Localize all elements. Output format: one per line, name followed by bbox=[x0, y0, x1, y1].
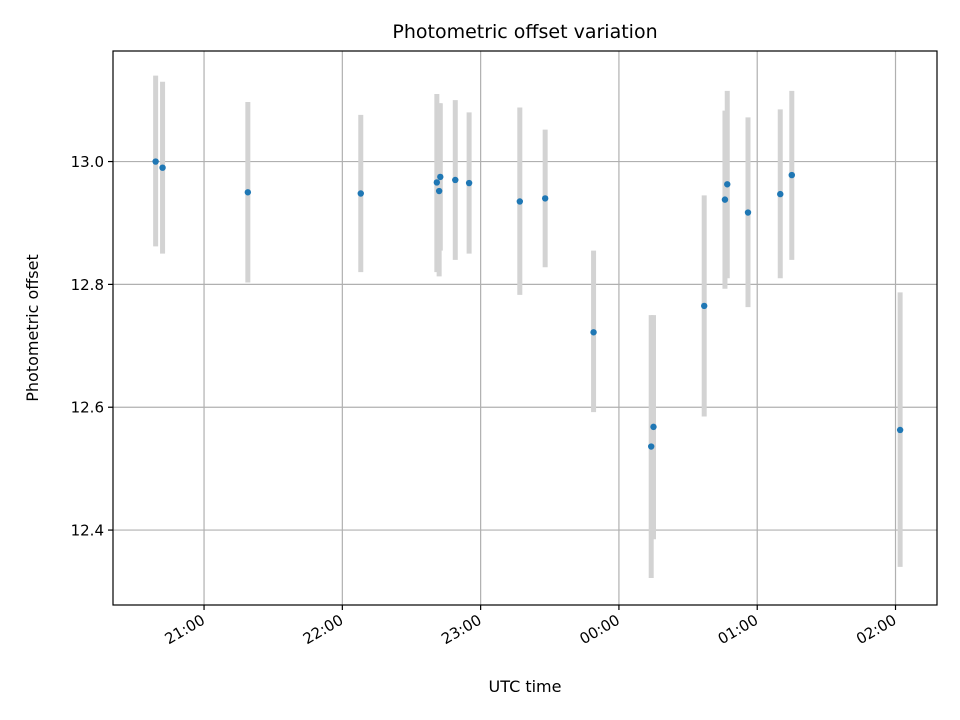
data-point bbox=[744, 209, 752, 216]
data-point bbox=[433, 179, 441, 186]
y-tick-label: 13.0 bbox=[71, 153, 104, 171]
data-point bbox=[777, 190, 784, 198]
plot-frame bbox=[112, 50, 938, 606]
x-tick-label: 22:00 bbox=[300, 611, 346, 648]
x-tick-label: 23:00 bbox=[438, 611, 484, 648]
data-point bbox=[152, 158, 159, 165]
grid bbox=[113, 51, 937, 605]
x-tick-label: 01:00 bbox=[715, 611, 761, 648]
x-tick-label: 02:00 bbox=[853, 611, 899, 648]
y-tick-label: 12.8 bbox=[71, 276, 104, 294]
data-point bbox=[650, 423, 657, 431]
x-tick-label: 21:00 bbox=[162, 611, 208, 648]
data-point bbox=[437, 173, 444, 181]
data-point bbox=[541, 195, 549, 202]
y-tick-label: 12.6 bbox=[71, 399, 104, 417]
y-axis-title: Photometric offset bbox=[23, 254, 42, 402]
data-point bbox=[701, 302, 708, 310]
data-point bbox=[159, 164, 166, 171]
data-point bbox=[435, 187, 443, 195]
data-points bbox=[152, 158, 904, 450]
data-point bbox=[357, 190, 364, 197]
data-point bbox=[516, 198, 524, 205]
y-axis: 12.4 12.6 12.8 13.0 bbox=[71, 153, 113, 540]
data-point bbox=[788, 171, 795, 179]
data-point bbox=[465, 179, 473, 187]
data-point bbox=[724, 181, 731, 188]
data-point bbox=[590, 329, 597, 336]
error-bars bbox=[153, 75, 903, 578]
x-axis: 21:00 22:00 23:00 00:00 01:00 02:00 bbox=[162, 605, 900, 648]
x-tick-label: 00:00 bbox=[576, 611, 622, 648]
data-point bbox=[647, 443, 655, 450]
chart-title: Photometric offset variation bbox=[392, 21, 657, 43]
x-axis-title: UTC time bbox=[489, 677, 562, 696]
data-point bbox=[721, 196, 729, 203]
data-point bbox=[452, 176, 459, 184]
y-tick-label: 12.4 bbox=[71, 522, 104, 540]
data-point bbox=[896, 426, 904, 434]
data-point bbox=[244, 189, 252, 196]
